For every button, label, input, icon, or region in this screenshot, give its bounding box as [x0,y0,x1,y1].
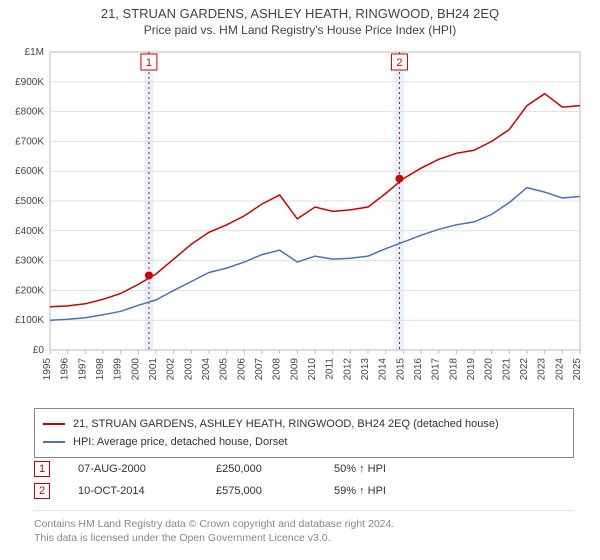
event-price: £250,000 [216,463,306,475]
page: 21, STRUAN GARDENS, ASHLEY HEATH, RINGWO… [0,0,600,560]
chart-titles: 21, STRUAN GARDENS, ASHLEY HEATH, RINGWO… [0,0,600,37]
svg-text:£500K: £500K [15,196,44,207]
svg-text:2009: 2009 [289,358,300,381]
legend-row-property: 21, STRUAN GARDENS, ASHLEY HEATH, RINGWO… [43,415,565,433]
svg-text:2002: 2002 [166,358,177,381]
svg-text:£700K: £700K [15,136,44,147]
svg-text:£800K: £800K [15,107,44,118]
event-text: 59% ↑ HPI [334,485,386,497]
svg-text:1999: 1999 [113,358,124,381]
svg-text:£100K: £100K [15,315,44,326]
event-date: 07-AUG-2000 [78,463,188,475]
svg-text:£0: £0 [33,345,45,356]
event-row: 1 07-AUG-2000 £250,000 50% ↑ HPI [34,458,574,480]
title-line-2: Price paid vs. HM Land Registry's House … [0,23,600,37]
title-line-1: 21, STRUAN GARDENS, ASHLEY HEATH, RINGWO… [0,6,600,21]
svg-text:2017: 2017 [431,358,442,381]
svg-text:2016: 2016 [413,358,424,381]
svg-text:2001: 2001 [148,358,159,381]
svg-text:2018: 2018 [448,358,459,381]
event-badge: 2 [34,483,50,499]
svg-text:£400K: £400K [15,226,44,237]
svg-text:£200K: £200K [15,285,44,296]
svg-text:2015: 2015 [395,358,406,381]
svg-text:2024: 2024 [554,358,565,381]
svg-text:2022: 2022 [519,358,530,381]
footer-line-1: Contains HM Land Registry data © Crown c… [34,517,574,531]
svg-text:1997: 1997 [77,358,88,381]
svg-text:2003: 2003 [183,358,194,381]
svg-text:2000: 2000 [130,358,141,381]
svg-text:2013: 2013 [360,358,371,381]
legend-swatch-property [43,423,65,425]
legend-label-property: 21, STRUAN GARDENS, ASHLEY HEATH, RINGWO… [73,415,499,433]
svg-text:2011: 2011 [325,358,336,380]
svg-text:2021: 2021 [501,358,512,381]
svg-text:1998: 1998 [95,358,106,381]
svg-text:2023: 2023 [537,358,548,381]
svg-text:2007: 2007 [254,358,265,381]
svg-text:2014: 2014 [378,358,389,381]
event-price: £575,000 [216,485,306,497]
svg-text:£600K: £600K [15,166,44,177]
svg-text:2006: 2006 [236,358,247,381]
svg-text:2008: 2008 [272,358,283,381]
legend-label-hpi: HPI: Average price, detached house, Dors… [73,433,287,451]
event-text: 50% ↑ HPI [334,463,386,475]
footer: Contains HM Land Registry data © Crown c… [34,510,574,545]
svg-text:2020: 2020 [484,358,495,381]
legend-swatch-hpi [43,441,65,443]
svg-text:£900K: £900K [15,77,44,88]
svg-text:2004: 2004 [201,358,212,381]
svg-text:2005: 2005 [219,358,230,381]
event-date: 10-OCT-2014 [78,485,188,497]
event-row: 2 10-OCT-2014 £575,000 59% ↑ HPI [34,480,574,502]
price-chart: £0£100K£200K£300K£400K£500K£600K£700K£80… [50,52,580,388]
svg-text:1: 1 [146,57,152,69]
events-table: 1 07-AUG-2000 £250,000 50% ↑ HPI 2 10-OCT-201… [34,458,574,502]
svg-text:2012: 2012 [342,358,353,381]
legend-row-hpi: HPI: Average price, detached house, Dors… [43,433,565,451]
svg-text:£300K: £300K [15,256,44,267]
svg-text:1995: 1995 [42,358,53,381]
footer-line-2: This data is licensed under the Open Gov… [34,531,574,545]
svg-text:2: 2 [396,57,402,69]
svg-text:1996: 1996 [60,358,71,381]
svg-text:2025: 2025 [572,358,583,381]
event-badge: 1 [34,461,50,477]
svg-text:2010: 2010 [307,358,318,381]
legend: 21, STRUAN GARDENS, ASHLEY HEATH, RINGWO… [34,408,574,458]
svg-text:£1M: £1M [25,47,44,58]
svg-text:2019: 2019 [466,358,477,381]
